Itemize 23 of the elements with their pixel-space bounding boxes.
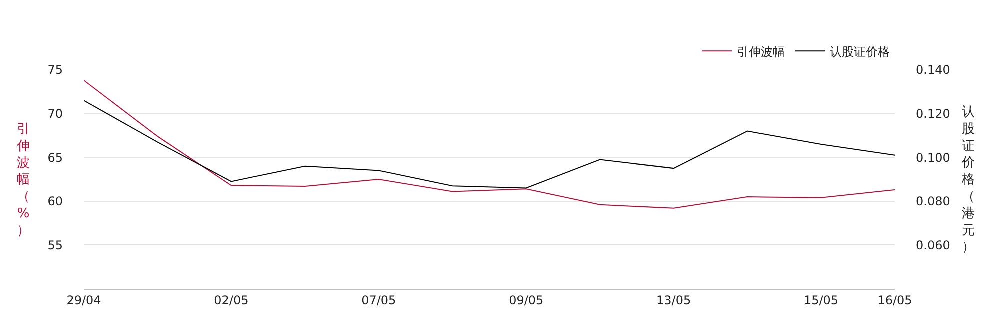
y-tick-label: 70 — [48, 107, 63, 121]
text: 认股证价格（港元） — [962, 105, 975, 256]
x-tick-label: 16/05 — [878, 293, 912, 308]
y-tick-label: 55 — [48, 238, 63, 252]
y-tick-label: 65 — [48, 150, 63, 165]
x-tick-label: 02/05 — [214, 293, 249, 308]
legend-label: 认股证价格 — [830, 44, 890, 59]
y2-tick-label: 0.120 — [916, 107, 950, 121]
y-tick-label: 60 — [48, 194, 63, 209]
x-tick-label: 13/05 — [656, 293, 692, 308]
x-tick-label: 15/05 — [804, 293, 839, 308]
y-axis-title: 引伸波幅（%） — [16, 122, 30, 238]
line-series — [84, 100, 895, 189]
y-tick-label: 75 — [48, 63, 63, 78]
x-tick-label: 07/05 — [362, 293, 396, 308]
line-series — [84, 80, 895, 209]
y2-tick-label: 0.080 — [916, 194, 950, 209]
legend-label: 引伸波幅 — [737, 44, 785, 59]
x-tick-label: 29/04 — [66, 293, 102, 308]
y2-tick-label: 0.060 — [916, 238, 950, 252]
x-tick-label: 09/05 — [509, 293, 544, 308]
y2-tick-label: 0.100 — [916, 150, 950, 165]
y2-tick-label: 0.140 — [916, 63, 950, 78]
